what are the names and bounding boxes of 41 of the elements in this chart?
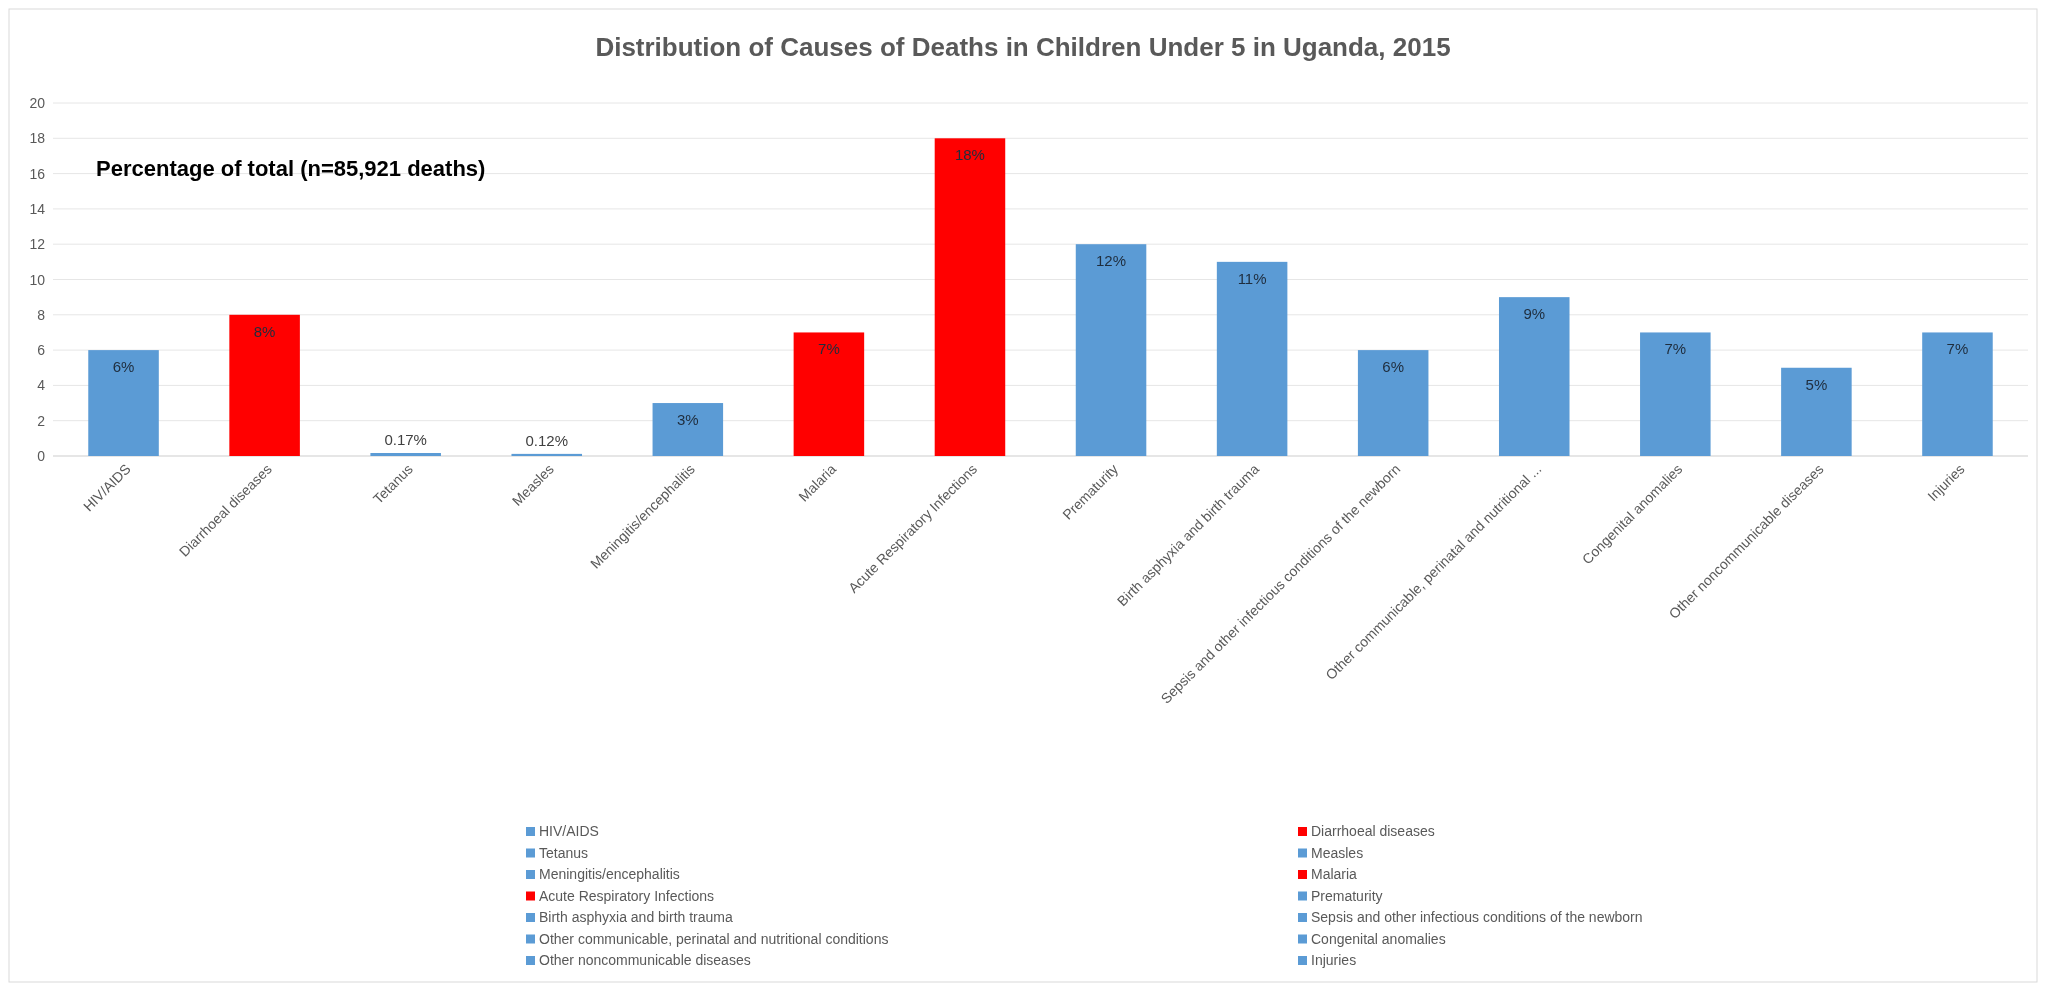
data-label: 7%: [1664, 340, 1687, 358]
y-tick-label: 8: [37, 306, 46, 323]
y-tick-label: 18: [29, 130, 46, 147]
legend-label: Diarrhoeal diseases: [1311, 823, 1435, 839]
annotation: Percentage of total (n=85,921 deaths): [96, 156, 486, 181]
data-label: 18%: [954, 146, 985, 164]
legend-label: Congenital anomalies: [1311, 930, 1446, 947]
legend-label: Acute Respiratory Infections: [539, 887, 715, 904]
legend-label: Measles: [1311, 844, 1364, 861]
data-label: 0.17%: [384, 431, 427, 448]
data-label: 0.12%: [525, 431, 569, 449]
y-tick-label: 6: [37, 342, 46, 359]
y-tick-label: 16: [29, 165, 46, 182]
y-tick-label: 14: [29, 200, 46, 217]
data-label: 11%: [1237, 269, 1267, 287]
y-tick-label: 2: [37, 412, 46, 429]
y-tick-label: 10: [29, 271, 46, 288]
data-label: 6%: [1382, 358, 1405, 376]
legend-label: Other noncommunicable diseases: [539, 952, 751, 968]
y-tick-label: 0: [37, 448, 46, 464]
legend-label: Birth asphyxia and birth trauma: [539, 909, 733, 925]
data-label: 9%: [1523, 305, 1546, 323]
y-tick-label: 12: [29, 236, 46, 253]
data-label: 7%: [818, 340, 840, 358]
data-label: 12%: [1096, 252, 1127, 270]
y-tick-label: 20: [29, 95, 46, 111]
legend-label: Other communicable, perinatal and nutritional conditions: [539, 930, 889, 947]
data-label: 5%: [1805, 375, 1828, 393]
legend-label: Sepsis and other infectious conditions of the newborn: [1311, 909, 1643, 925]
legend-label: Tetanus: [539, 844, 589, 861]
data-label: 7%: [1946, 340, 1969, 358]
data-label: 3%: [676, 411, 699, 429]
legend-label: HIV/AIDS: [539, 823, 599, 839]
legend-label: Malaria: [1311, 866, 1358, 882]
legend-label: Injuries: [1311, 952, 1357, 968]
chart-title: Distribution of Causes of Deaths in Children Under 5 in Uganda, 2015: [595, 32, 1451, 62]
data-label: 6%: [112, 358, 135, 376]
data-label: 8%: [253, 322, 276, 340]
legend-label: Prematurity: [1311, 887, 1383, 904]
legend-label: Meningitis/encephalitis: [539, 866, 680, 882]
y-tick-label: 4: [37, 377, 46, 394]
